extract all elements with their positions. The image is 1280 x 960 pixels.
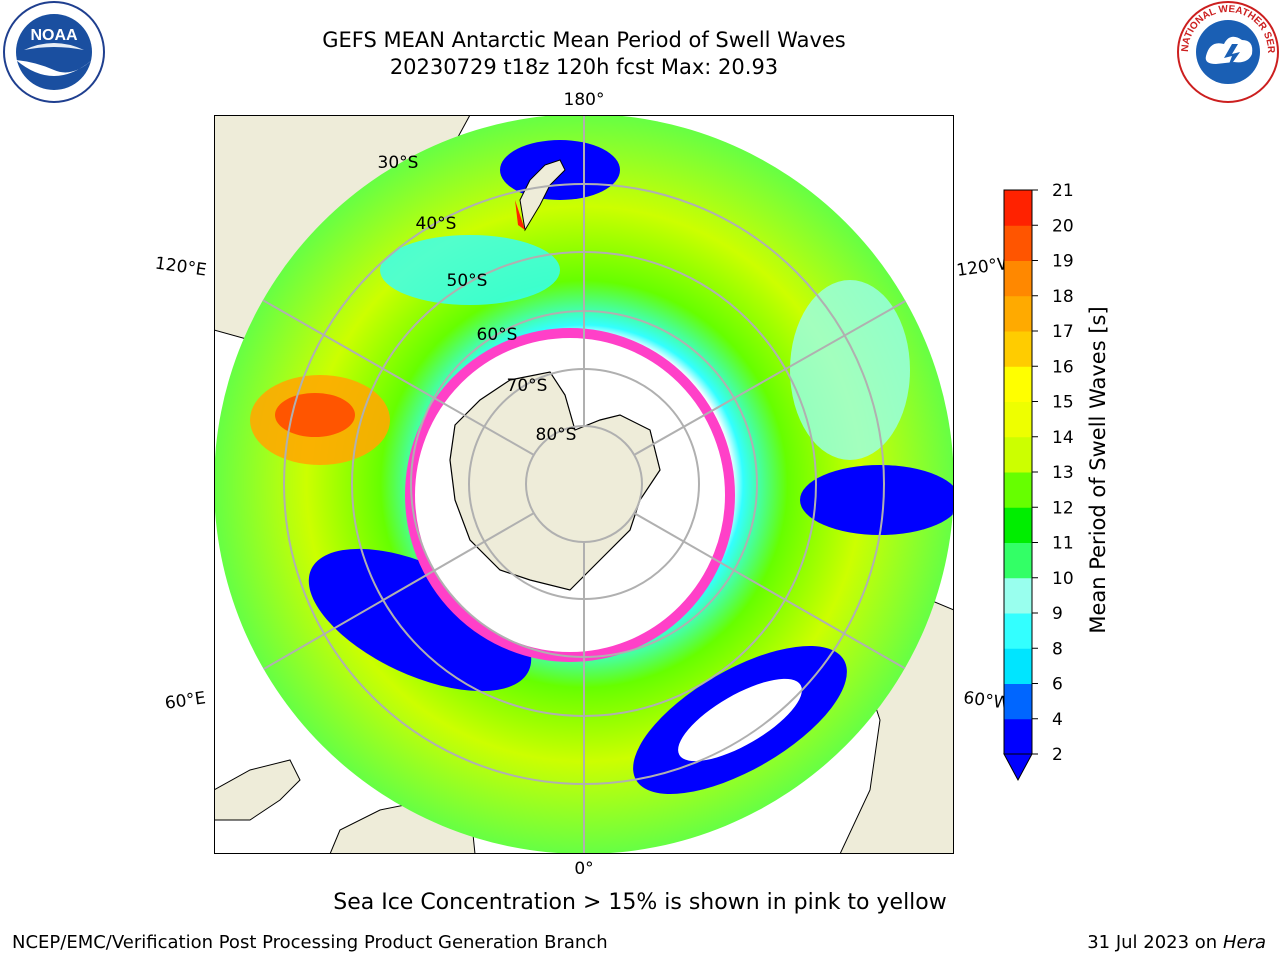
map-area (214, 115, 954, 854)
noaa-logo: NOAA (3, 1, 105, 103)
lat-label-70s: 70°S (507, 376, 548, 396)
colorbar-segment (1004, 401, 1032, 438)
footer-machine: Hera (1222, 932, 1266, 953)
swell-hotspot-nz (515, 200, 525, 230)
colorbar: 2 4 6 8 9 10 11 12 13 14 15 16 17 18 19 20 21 (1003, 181, 1074, 782)
sea-ice-note: Sea Ice Concentration > 15% is shown in … (333, 890, 947, 915)
nws-logo: NATIONAL WEATHER SERVICE (1176, 0, 1279, 103)
colorbar-segment (1004, 542, 1032, 579)
noaa-logo-text: NOAA (30, 27, 78, 44)
lon-label-180: 180° (564, 90, 605, 110)
lon-label-0: 0° (574, 859, 593, 879)
mid-period-region (380, 235, 560, 305)
colorbar-tick-label: 18 (1052, 287, 1074, 307)
colorbar-segment (1004, 718, 1032, 755)
colorbar-segment (1004, 472, 1032, 508)
lat-label-60s: 60°S (477, 325, 518, 345)
colorbar-tick-label: 8 (1052, 639, 1063, 659)
colorbar-segment (1004, 225, 1032, 261)
colorbar-label: Mean Period of Swell Waves [s] (1086, 306, 1110, 633)
colorbar-tick-label: 14 (1052, 428, 1074, 448)
lat-label-40s: 40°S (416, 214, 457, 234)
lat-label-30s: 30°S (378, 153, 419, 173)
graticule (214, 115, 954, 854)
lat-label-80s: 80°S (536, 425, 577, 445)
colorbar-tick-label: 16 (1052, 357, 1074, 377)
short-period-region-1 (308, 548, 532, 692)
new-zealand-land (519, 159, 566, 232)
footer-date-text: 31 Jul 2023 on (1087, 932, 1223, 953)
colorbar-tick-label: 19 (1052, 252, 1074, 272)
colorbar-segment (1004, 683, 1032, 720)
swell-peak-region (275, 393, 355, 437)
colorbar-tick-label: 4 (1052, 710, 1063, 730)
colorbar-tick-label: 6 (1052, 675, 1063, 695)
footer-date: 31 Jul 2023 on Hera (1087, 932, 1266, 953)
colorbar-tick-label: 9 (1052, 604, 1063, 624)
colorbar-segment (1004, 613, 1032, 649)
lon-label-120e: 120°E (154, 254, 208, 281)
footer-credit: NCEP/EMC/Verification Post Processing Pr… (12, 932, 608, 953)
colorbar-segment (1004, 648, 1032, 684)
colorbar-tick-label: 21 (1052, 181, 1074, 201)
colorbar-tick-label: 10 (1052, 569, 1074, 589)
colorbar-segment (1004, 507, 1032, 543)
colorbar-tick-label: 12 (1052, 498, 1074, 518)
chart-title: GEFS MEAN Antarctic Mean Period of Swell… (322, 28, 846, 52)
lon-label-60e: 60°E (164, 688, 207, 713)
colorbar-segment (1004, 260, 1032, 297)
colorbar-segment (1004, 295, 1032, 332)
colorbar-tick-label: 15 (1052, 393, 1074, 413)
colorbar-segment (1004, 190, 1032, 226)
colorbar-tick-label: 11 (1052, 534, 1074, 554)
no-data-region (678, 678, 802, 762)
colorbar-segment (1004, 331, 1032, 367)
colorbar-tick-label: 20 (1052, 216, 1074, 236)
short-period-region-3 (800, 465, 954, 535)
colorbar-segment (1004, 577, 1032, 614)
madagascar-land (214, 759, 301, 821)
colorbar-tick-label: 17 (1052, 322, 1074, 342)
colorbar-segment (1004, 436, 1032, 473)
colorbar-tick-label: 13 (1052, 463, 1074, 483)
mid-period-region-2 (790, 280, 910, 460)
colorbar-tick-label: 2 (1052, 745, 1063, 765)
colorbar-segment (1004, 366, 1032, 402)
antarctica-land (449, 371, 661, 591)
colorbar-extend-arrow (1003, 753, 1033, 782)
lat-label-50s: 50°S (447, 271, 488, 291)
chart-subtitle: 20230729 t18z 120h fcst Max: 20.93 (389, 55, 779, 79)
